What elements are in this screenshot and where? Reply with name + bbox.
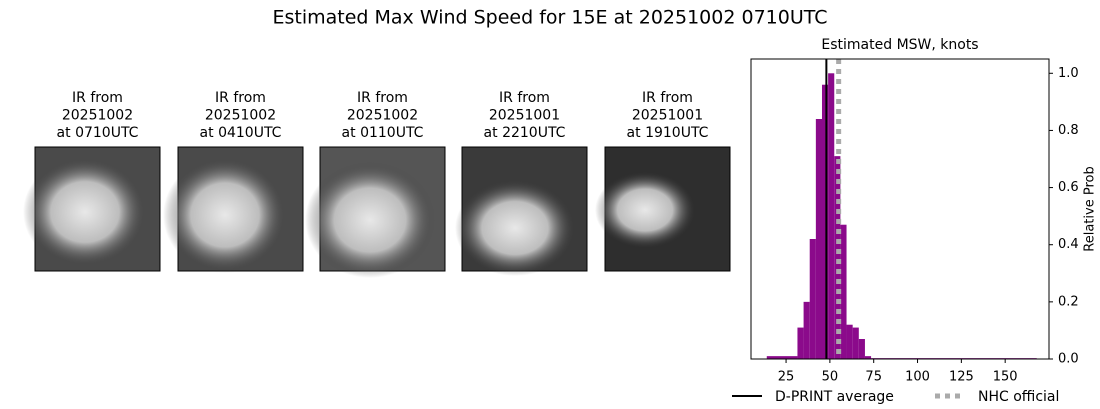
- bar: [840, 224, 847, 359]
- panel-label: 20251002: [347, 108, 418, 124]
- x-tick-label: 25: [778, 370, 795, 385]
- panel-label: 20251001: [489, 108, 560, 124]
- chart-title: Estimated MSW, knots: [821, 37, 978, 53]
- x-tick-label: 125: [949, 370, 974, 385]
- y-tick-label: 0.0: [1058, 352, 1079, 367]
- panel-label: IR from: [499, 90, 550, 106]
- x-tick-label: 150: [993, 370, 1018, 385]
- bar: [766, 356, 798, 359]
- plot-frame: [750, 58, 1050, 360]
- figure-title: Estimated Max Wind Speed for 15E at 2025…: [272, 7, 827, 29]
- ir-image: [163, 146, 304, 273]
- ir-image: [455, 146, 588, 276]
- bar: [834, 156, 841, 359]
- x-tick-label: 100: [905, 370, 930, 385]
- bar: [864, 356, 872, 359]
- bar: [821, 84, 829, 359]
- legend-label: NHC official: [978, 389, 1059, 405]
- y-tick-label: 0.4: [1058, 237, 1079, 252]
- y-tick-label: 0.2: [1058, 294, 1079, 309]
- ir-image: [595, 146, 731, 272]
- bar: [846, 324, 853, 359]
- panel-label: at 0410UTC: [200, 125, 282, 141]
- x-tick-label: 75: [865, 370, 882, 385]
- bar: [803, 301, 810, 359]
- panel-label: IR from: [357, 90, 408, 106]
- panel-label: IR from: [72, 90, 123, 106]
- panel-label: at 2210UTC: [484, 125, 566, 141]
- panel-label: at 0710UTC: [57, 125, 139, 141]
- ir-image: [23, 146, 161, 272]
- bar: [828, 73, 835, 360]
- y-tick-label: 0.8: [1058, 123, 1079, 138]
- legend-label: D-PRINT average: [775, 389, 894, 405]
- x-tick-label: 50: [822, 370, 839, 385]
- y-tick-label: 1.0: [1058, 66, 1079, 81]
- panel-label: 20251002: [62, 108, 133, 124]
- y-axis-label: Relative Prob: [1083, 166, 1098, 251]
- panel-label: at 1910UTC: [627, 125, 709, 141]
- panel-label: at 0110UTC: [342, 125, 424, 141]
- ir-image: [305, 146, 446, 278]
- bar: [797, 327, 804, 359]
- panel-label: IR from: [642, 90, 693, 106]
- bar: [815, 119, 822, 359]
- bar: [852, 327, 859, 359]
- panel-label: 20251002: [205, 108, 276, 124]
- panel-label: 20251001: [632, 108, 703, 124]
- bar: [858, 339, 865, 359]
- bar: [809, 239, 816, 359]
- y-tick-label: 0.6: [1058, 180, 1079, 195]
- panel-label: IR from: [215, 90, 266, 106]
- ir-images: [23, 146, 731, 278]
